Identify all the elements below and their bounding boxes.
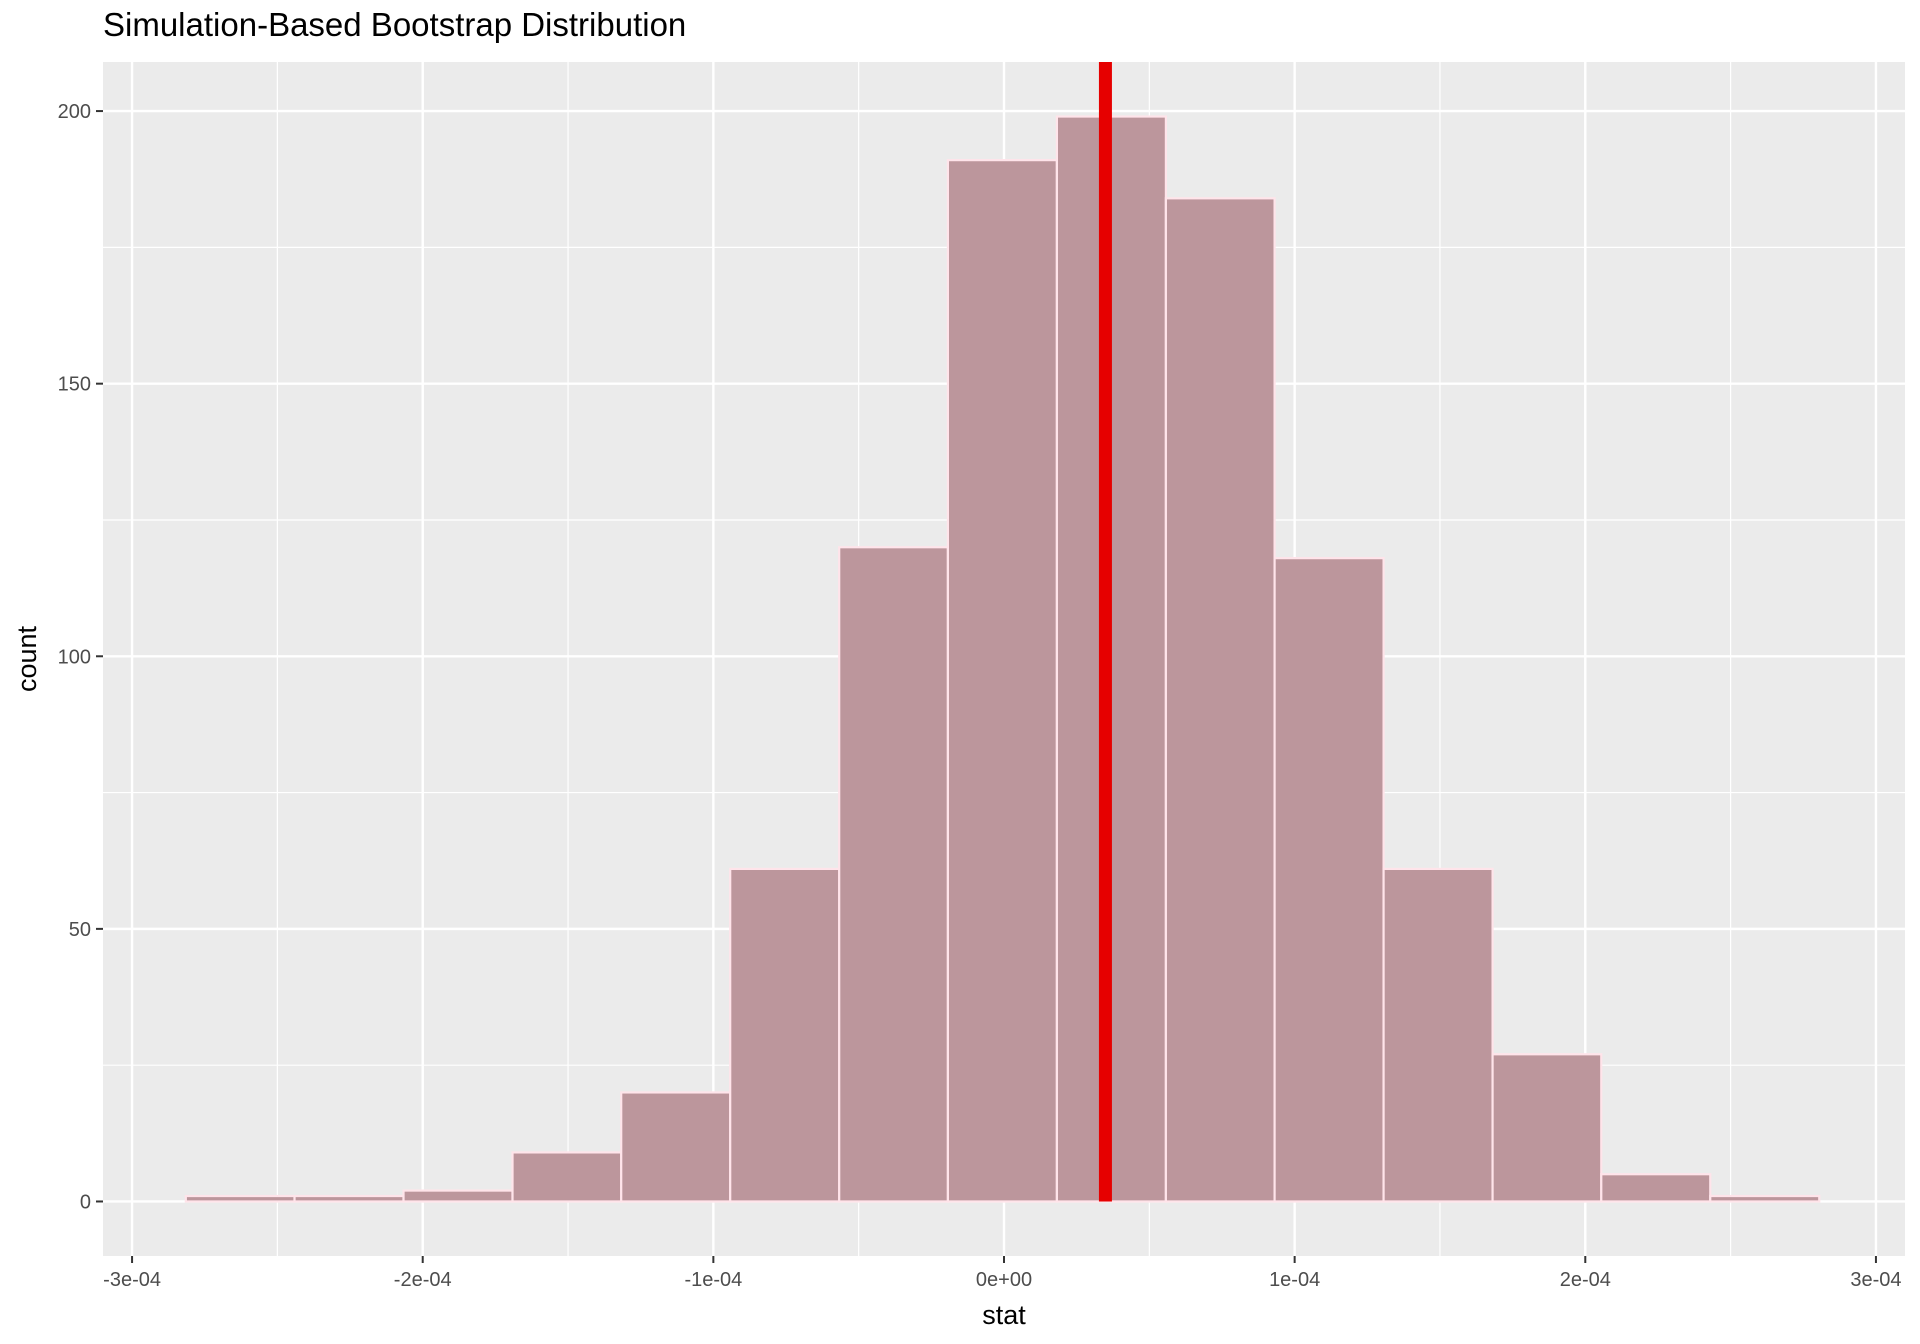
histogram-bar bbox=[1491, 1053, 1603, 1203]
x-tick-label: 1e-04 bbox=[1269, 1269, 1320, 1291]
y-tick-label: 200 bbox=[58, 101, 91, 123]
histogram-bar bbox=[946, 159, 1058, 1203]
axes: -3e-04 -2e-04 -1e-04 0e+00 1e-04 2e-04 3e-04 0 5… bbox=[58, 101, 1902, 1291]
x-tick-label: -1e-04 bbox=[684, 1269, 742, 1291]
histogram-bar bbox=[402, 1189, 514, 1203]
histogram-bar bbox=[620, 1091, 732, 1203]
x-tick-label: 2e-04 bbox=[1560, 1269, 1611, 1291]
x-tick-label: 0e+00 bbox=[976, 1269, 1032, 1291]
histogram-bar bbox=[1164, 197, 1276, 1203]
histogram-bar bbox=[729, 867, 841, 1203]
x-tick-label: -2e-04 bbox=[394, 1269, 452, 1291]
histogram-bar bbox=[1382, 867, 1494, 1203]
histogram-bar bbox=[511, 1151, 623, 1203]
y-tick-label: 150 bbox=[58, 374, 91, 396]
y-tick-label: 50 bbox=[69, 919, 91, 941]
histogram-bar bbox=[293, 1194, 405, 1203]
histogram-bar bbox=[1600, 1173, 1712, 1203]
y-tick-label: 100 bbox=[58, 646, 91, 668]
histogram-bar bbox=[184, 1194, 296, 1203]
y-tick-label: 0 bbox=[80, 1191, 91, 1213]
x-tick-label: 3e-04 bbox=[1850, 1269, 1901, 1291]
histogram-bar bbox=[1709, 1194, 1821, 1203]
histogram-bar bbox=[838, 546, 950, 1203]
x-tick-label: -3e-04 bbox=[103, 1269, 161, 1291]
chart-title: Simulation-Based Bootstrap Distribution bbox=[103, 6, 687, 43]
x-axis-title: stat bbox=[982, 1300, 1026, 1330]
histogram-bar bbox=[1273, 557, 1385, 1203]
y-axis-title: count bbox=[12, 625, 42, 692]
